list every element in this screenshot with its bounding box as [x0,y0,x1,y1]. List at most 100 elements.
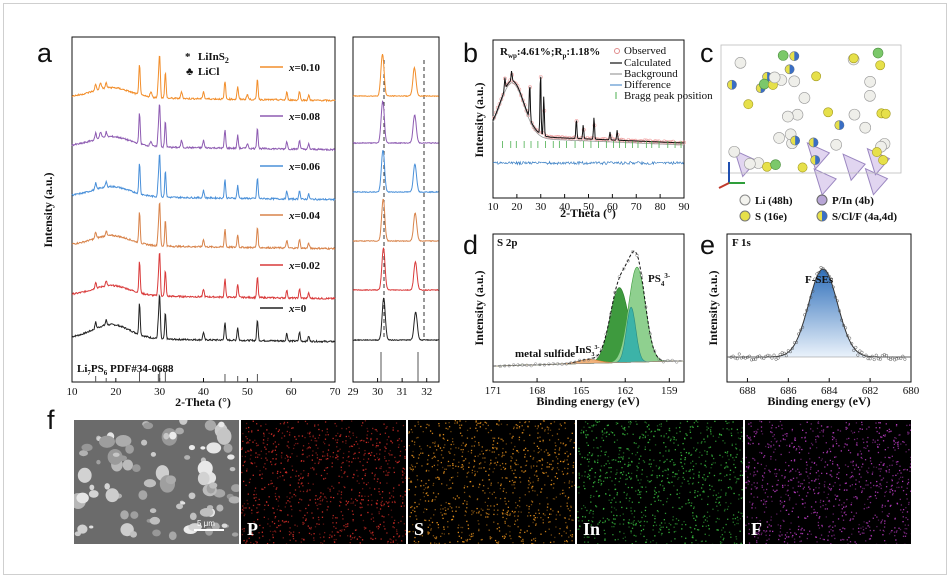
eds-signal-dot [801,498,803,500]
eds-signal-dot [492,444,494,446]
eds-signal-dot [895,542,898,544]
eds-signal-dot [248,481,251,484]
eds-signal-dot [805,440,807,442]
eds-signal-dot [726,451,729,453]
eds-signal-dot [642,528,645,531]
eds-signal-dot [314,462,316,465]
eds-signal-dot [299,490,302,492]
eds-signal-dot [611,526,613,528]
eds-signal-dot [803,486,805,488]
eds-signal-dot [243,514,245,517]
eds-signal-dot [457,540,459,543]
eds-signal-dot [783,541,786,543]
eds-signal-dot [674,463,677,466]
eds-signal-dot [584,516,586,518]
eds-signal-dot [884,522,886,525]
eds-signal-dot [741,515,743,517]
eds-signal-dot [297,421,299,423]
eds-signal-dot [256,511,258,514]
eds-signal-dot [810,506,813,508]
eds-signal-dot [493,462,496,464]
eds-signal-dot [430,542,432,544]
eds-signal-dot [512,435,514,438]
eds-signal-dot [641,516,643,519]
sem-particle [88,490,99,498]
eds-signal-dot [738,478,740,480]
li-atom [744,158,756,170]
eds-signal-dot [521,470,523,472]
zoom-trace [352,297,439,342]
eds-signal-dot [870,535,873,537]
eds-signal-dot [547,475,549,477]
eds-signal-dot [862,438,864,440]
eds-signal-dot [345,526,347,528]
eds-signal-dot [901,476,904,478]
li-atom [734,57,747,69]
eds-signal-dot [725,523,727,526]
eds-signal-dot [528,525,530,527]
eds-signal-dot [657,429,659,431]
panel-a-phase-legend: * LiInS2 ♣ LiCl [185,51,229,78]
eds-signal-dot [888,428,890,431]
eds-signal-dot [733,471,735,473]
eds-signal-dot [660,480,663,483]
eds-signal-dot [907,431,909,433]
eds-signal-dot [597,455,599,457]
eds-signal-dot [667,473,669,476]
eds-signal-dot [865,480,868,482]
eds-signal-dot [616,514,618,517]
panel-d-curves [492,250,685,369]
eds-signal-dot [306,448,308,450]
eds-signal-dot [815,487,817,489]
eds-signal-dot [788,536,790,538]
eds-signal-dot [604,520,607,522]
eds-signal-dot [320,474,323,477]
eds-signal-dot [673,485,675,487]
eds-signal-dot [768,534,771,537]
eds-signal-dot [340,466,342,468]
eds-signal-dot [774,490,776,493]
eds-signal-dot [655,524,658,526]
eds-signal-dot [821,524,823,527]
eds-signal-dot [779,527,782,529]
li-atom [864,90,876,102]
eds-signal-dot [278,495,280,498]
eds-signal-dot [646,521,648,523]
eds-signal-dot [531,539,533,541]
eds-signal-dot [498,420,500,422]
eds-signal-dot [688,452,690,455]
eds-signal-dot [761,484,763,487]
eds-signal-dot [909,466,911,468]
eds-signal-dot [303,538,305,541]
eds-signal-dot [474,474,476,477]
eds-signal-dot [547,516,550,519]
eds-signal-dot [753,496,755,498]
eds-signal-dot [443,471,445,473]
metal-sulfide-label: metal sulfide [515,348,575,360]
eds-signal-dot [773,434,775,436]
eds-signal-dot [466,503,468,505]
eds-signal-dot [376,457,379,459]
zoom-trace [352,53,439,98]
eds-signal-dot [681,506,683,508]
eds-signal-dot [685,433,687,435]
eds-signal-dot [549,463,551,466]
eds-signal-dot [470,536,472,538]
eds-signal-dot [495,497,497,499]
eds-signal-dot [614,488,617,490]
eds-signal-dot [298,475,300,477]
eds-signal-dot [608,519,610,521]
eds-signal-dot [703,521,705,523]
eds-signal-dot [568,536,570,538]
eds-signal-dot [286,445,288,447]
eds-signal-dot [318,434,321,436]
eds-signal-dot [750,488,753,490]
eds-signal-dot [584,534,586,536]
eds-signal-dot [804,502,806,504]
eds-signal-dot [529,434,531,436]
eds-signal-dot [289,492,291,494]
eds-signal-dot [389,497,391,499]
eds-signal-dot [809,472,811,475]
eds-signal-dot [900,509,902,511]
sem-particle [112,452,120,457]
